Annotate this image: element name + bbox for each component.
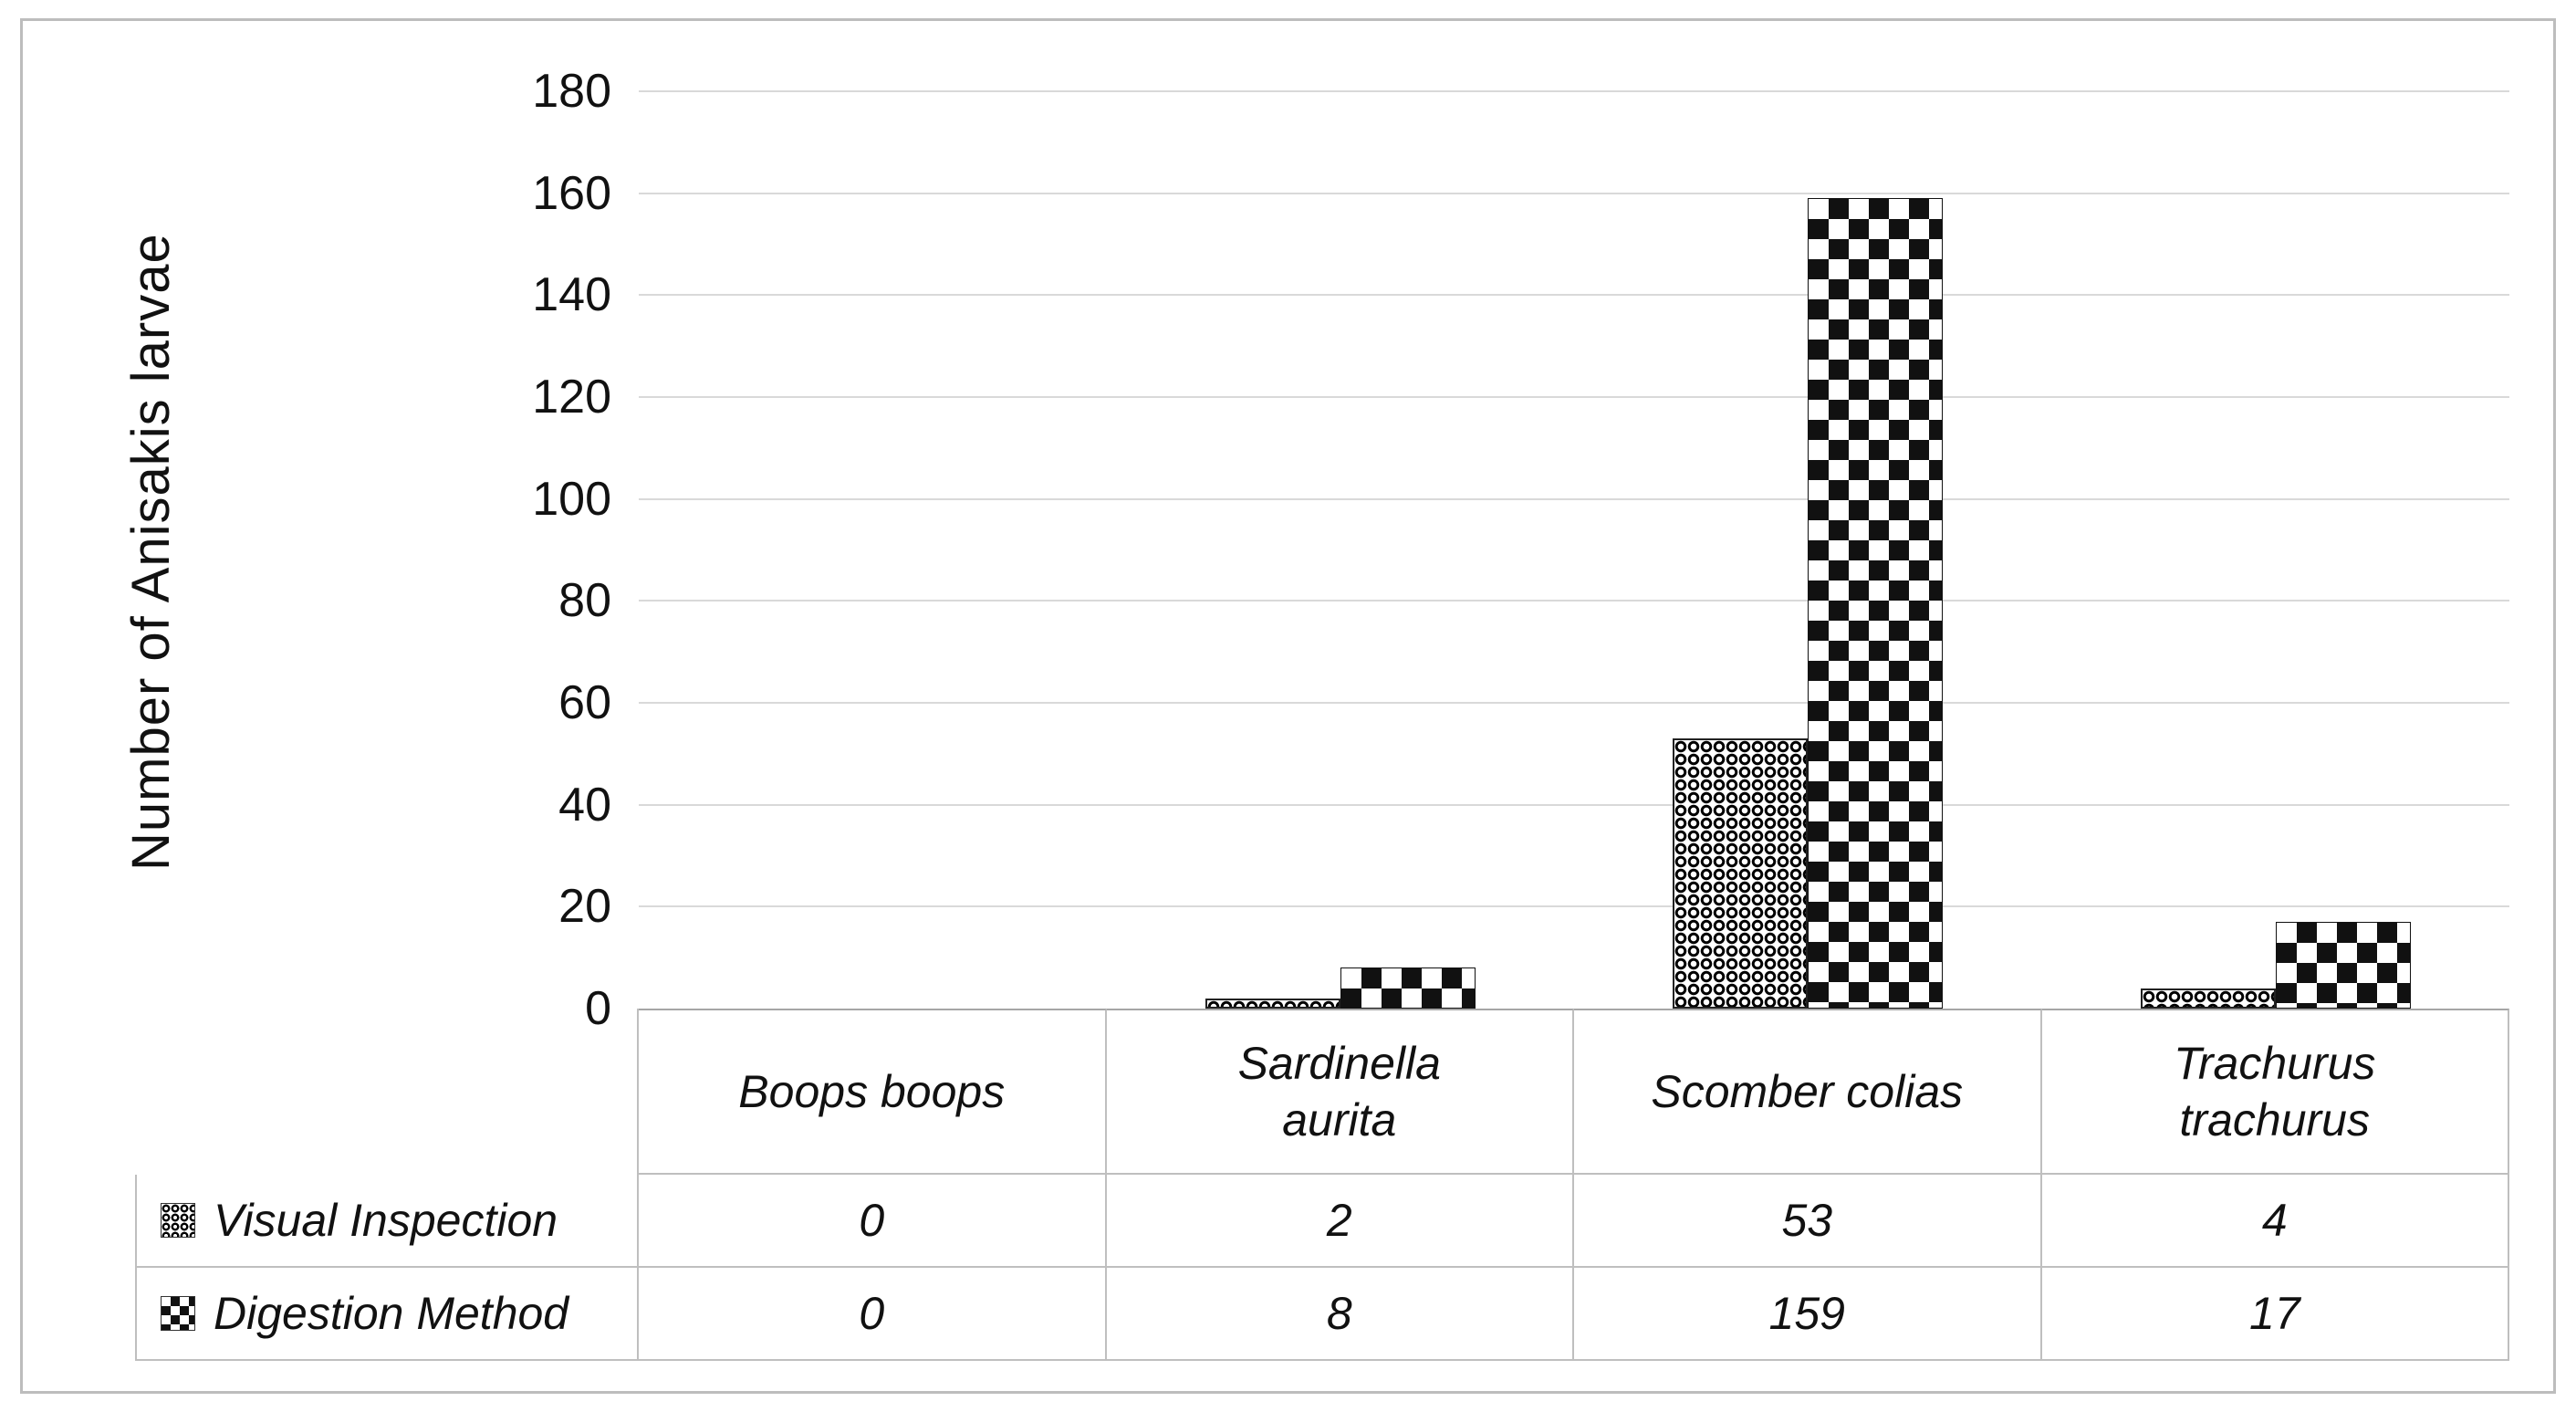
value-cell: 2	[1106, 1175, 1574, 1268]
y-axis-title: Number of Anisakis larvae	[121, 233, 181, 872]
data-table: Boops boops Sardinella aurita Scomber coli…	[135, 1009, 2509, 1361]
value-cell: 17	[2041, 1268, 2509, 1361]
series-name: Digestion Method	[214, 1287, 569, 1339]
legend-cell: Visual Inspection	[135, 1175, 639, 1268]
legend-swatch-dotted	[161, 1203, 195, 1238]
category-label: Scomber colias	[1574, 1009, 2042, 1175]
plot-area	[639, 90, 2509, 1009]
y-tick-label: 40	[558, 778, 611, 832]
y-tick-label: 60	[558, 676, 611, 729]
value-cell: 4	[2041, 1175, 2509, 1268]
gridline	[639, 90, 2509, 92]
gridline	[639, 497, 2509, 500]
legend-cell: Digestion Method	[135, 1268, 639, 1361]
value-cell: 0	[639, 1175, 1107, 1268]
gridline	[639, 396, 2509, 398]
table-corner-blank	[135, 1009, 639, 1175]
category-label: Boops boops	[639, 1009, 1107, 1175]
y-tick-label: 120	[532, 371, 611, 424]
gridline	[639, 294, 2509, 297]
bar-visual-inspection	[1205, 998, 1340, 1009]
y-tick-label: 20	[558, 880, 611, 934]
value-cell: 159	[1574, 1268, 2042, 1361]
y-tick-label: 80	[558, 574, 611, 628]
gridline	[639, 702, 2509, 704]
figure-border	[20, 18, 2556, 1394]
y-tick-label: 160	[532, 166, 611, 220]
gridline	[639, 600, 2509, 602]
gridline	[639, 905, 2509, 908]
legend-swatch-checker	[161, 1296, 195, 1331]
y-tick-label: 100	[532, 472, 611, 526]
gridline	[639, 192, 2509, 194]
series-name: Visual Inspection	[214, 1194, 558, 1246]
category-label: Sardinella aurita	[1106, 1009, 1574, 1175]
y-tick-label: 180	[532, 65, 611, 118]
bar-visual-inspection	[2140, 988, 2276, 1009]
bar-digestion-method	[1808, 198, 1944, 1009]
value-cell: 8	[1106, 1268, 1574, 1361]
category-label: Trachurus trachurus	[2041, 1009, 2509, 1175]
y-tick-label: 140	[532, 268, 611, 322]
value-cell: 0	[639, 1268, 1107, 1361]
bar-digestion-method	[2275, 922, 2411, 1009]
bar-visual-inspection	[1673, 738, 1809, 1009]
bar-digestion-method	[1340, 967, 1476, 1009]
value-cell: 53	[1574, 1175, 2042, 1268]
y-tick-label: 0	[585, 982, 611, 1035]
gridline	[639, 803, 2509, 806]
